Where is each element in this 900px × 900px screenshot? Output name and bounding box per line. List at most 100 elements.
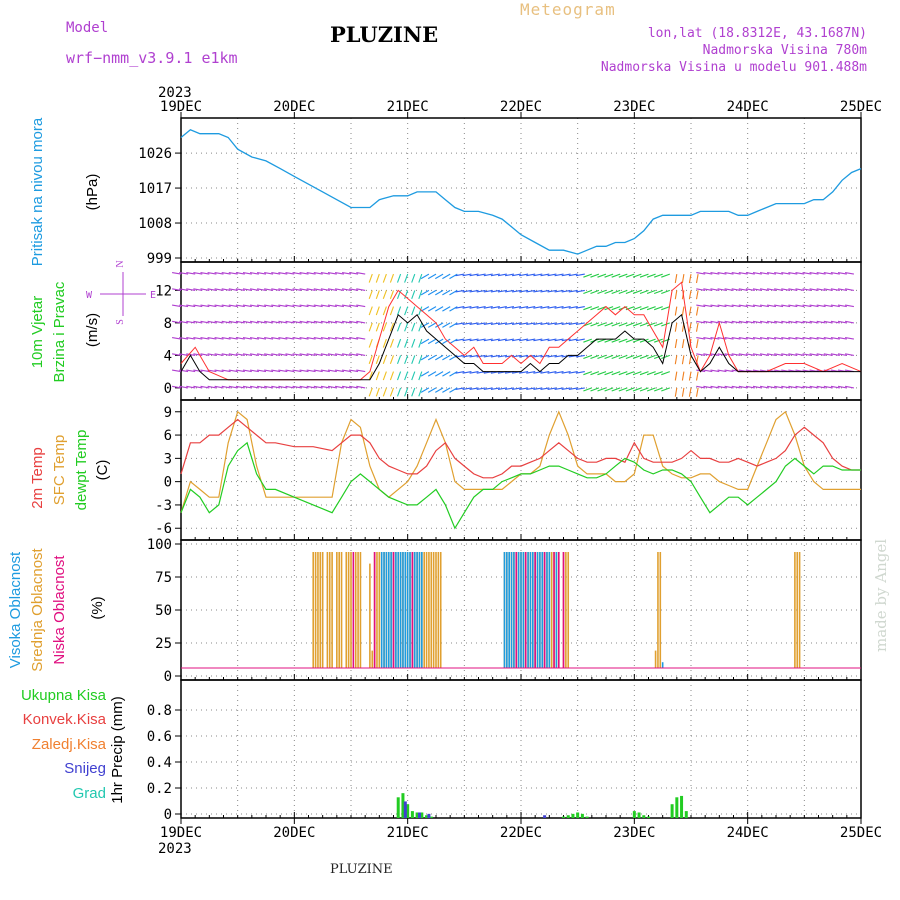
wind-arrow	[490, 273, 500, 277]
wind-arrow	[462, 273, 472, 277]
wind-arrow	[625, 289, 635, 295]
wind-arrow	[179, 337, 189, 340]
precip-bar	[415, 812, 419, 818]
wind-arrow	[404, 273, 409, 283]
precip-bar	[425, 815, 429, 818]
wind-arrow	[611, 354, 621, 360]
wind-arrow	[505, 322, 514, 325]
wind-arrow	[483, 306, 493, 309]
wind-arrow	[505, 306, 514, 309]
wind-arrow	[342, 272, 352, 275]
wind-arrow	[299, 288, 309, 291]
wind-arrow	[207, 353, 217, 356]
credit-label: made by Angel	[872, 539, 890, 652]
wind-arrow	[654, 306, 663, 311]
wind-arrow	[625, 273, 635, 278]
wind-arrow	[561, 387, 571, 390]
wind-arrow	[469, 289, 479, 293]
elevation-label: Nadmorska Visina 780m	[702, 43, 867, 58]
wind-arrow	[632, 387, 642, 392]
sfc-temp-line	[180, 410, 861, 513]
wind-arrow	[745, 353, 755, 356]
wind-arrow	[611, 387, 621, 392]
wind-arrow	[505, 387, 514, 390]
wind-arrow	[278, 385, 288, 389]
wind-arrow	[788, 337, 798, 340]
wind-arrow	[519, 322, 529, 325]
wind-arrow	[285, 353, 295, 356]
wind-arrow	[526, 273, 536, 277]
wind-arrow	[625, 387, 635, 392]
wind-arrow	[604, 289, 614, 295]
wind-arrow	[767, 385, 777, 389]
y-tick-label: 0.6	[147, 729, 172, 745]
wind-arrow	[830, 272, 840, 275]
wind-arrow	[618, 289, 628, 295]
wind-arrow	[242, 353, 252, 356]
wind-arrow	[389, 322, 395, 332]
wind-arrow	[823, 304, 833, 308]
wind-arrow	[469, 273, 479, 277]
wind-arrow	[583, 371, 592, 376]
wind-arrow	[404, 355, 409, 364]
wind-arrow	[731, 385, 741, 389]
wind-arrow	[604, 273, 614, 278]
wind-arrow	[356, 320, 366, 324]
wind-arrow	[611, 338, 621, 343]
wind-arrow	[724, 320, 734, 324]
wind-arrow	[368, 387, 373, 397]
wind-arrow	[802, 272, 812, 275]
wind-arrow	[186, 320, 196, 324]
dewpt-temp-line	[180, 441, 861, 530]
wind-arrow	[186, 288, 196, 291]
wind-arrow	[497, 289, 507, 293]
wind-arrow	[179, 385, 189, 389]
wind-arrow	[442, 289, 451, 296]
y-tick-label: 0	[164, 669, 172, 685]
wind-arrow	[497, 322, 507, 325]
wind-arrow	[200, 304, 210, 308]
wind-arrow	[313, 272, 323, 275]
wind-arrow	[411, 273, 416, 283]
wind-arrow	[795, 337, 805, 340]
wind-arrow	[172, 304, 182, 308]
wind-arrow	[760, 353, 769, 356]
wind-arrow	[731, 337, 741, 340]
wind-arrow	[435, 289, 444, 296]
wind-arrow	[299, 369, 309, 373]
wind-arrow	[547, 338, 557, 342]
wind-arrow	[717, 272, 727, 275]
wind-arrow	[823, 337, 833, 340]
temp-ylabel-3: dewpt Temp	[73, 430, 90, 511]
wind-arrow	[788, 288, 798, 291]
wind-arrow	[802, 385, 812, 389]
wind-arrow	[250, 288, 259, 291]
wind-arrow	[214, 288, 224, 291]
wind-arrow	[250, 272, 259, 275]
wind-arrow	[193, 385, 203, 389]
wind-arrow	[306, 385, 316, 389]
y-tick-label: 100	[147, 537, 172, 553]
wind-arrow	[809, 385, 819, 389]
wind-arrow	[802, 304, 812, 308]
x-tick-label-bottom: 25DEC	[840, 825, 882, 841]
wind-arrow	[278, 320, 288, 324]
wind-arrow	[306, 320, 316, 324]
wind-arrow	[646, 289, 656, 295]
wind-arrow	[639, 322, 649, 327]
wind-arrow	[264, 288, 274, 291]
wind-arrow	[420, 306, 430, 312]
cloud-ylabel-2: Srednja Oblacnost	[29, 547, 46, 671]
wind-arrow	[382, 338, 387, 348]
wind-arrow	[845, 385, 854, 389]
wind-arrow	[695, 306, 699, 316]
wind-arrow	[505, 338, 514, 342]
wind-arrow	[420, 338, 430, 345]
wind-arrow	[597, 273, 607, 278]
wind-arrow	[717, 369, 727, 373]
wind-arrow	[335, 304, 344, 308]
wind-arrow	[476, 289, 486, 293]
wind-arrow	[411, 306, 416, 316]
x-tick-label-bottom: 20DEC	[273, 825, 315, 841]
wind-arrow	[320, 385, 330, 389]
